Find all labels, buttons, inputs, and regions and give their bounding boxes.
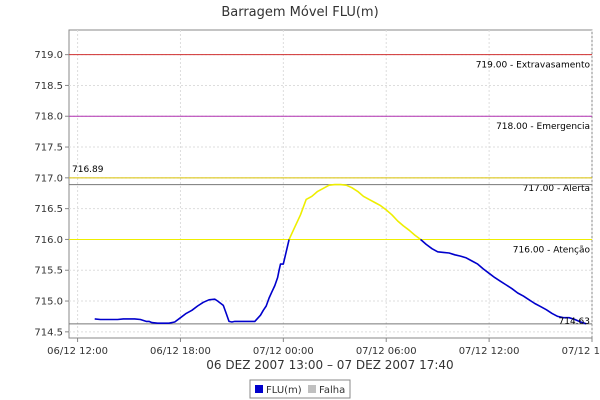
x-axis-label: 06 DEZ 2007 13:00 – 07 DEZ 2007 17:40 [206,358,453,372]
reference-line-label: 718.00 - Emergencia [496,122,590,132]
x-tick-label: 07/12 18:00 [562,346,600,357]
max-value-label: 716.89 [72,165,104,175]
reference-line-label: 717.00 - Alerta [523,184,590,194]
y-tick-label: 717.0 [34,173,63,184]
y-tick-label: 717.5 [34,143,63,154]
x-tick-label: 07/12 12:00 [459,346,520,357]
y-tick-label: 716.0 [34,235,63,246]
legend-label-falha: Falha [319,385,345,396]
y-axis: 714.5 715.0 715.5 716.0 716.5 717.0 717.5 718.0… [34,50,69,338]
y-tick-label: 718.5 [34,81,63,92]
x-tick-label: 07/12 00:00 [253,346,314,357]
reference-line-label: 719.00 - Extravasamento [476,61,591,71]
legend-label-flu: FLU(m) [266,385,302,396]
series-line-0 [94,239,290,325]
series-group [94,183,587,325]
last-value-label: 714.63 [559,317,591,327]
legend-swatch-flu [255,385,263,393]
x-tick-label: 06/12 18:00 [150,346,211,357]
series-line-2 [419,238,587,325]
y-tick-label: 714.5 [34,327,63,338]
x-tick-label: 07/12 06:00 [356,346,417,357]
x-tick-label: 06/12 12:00 [47,346,108,357]
x-axis: 06/12 12:00 06/12 18:00 07/12 00:00 07/12 0… [47,338,600,357]
y-tick-label: 719.0 [34,50,63,61]
legend-swatch-falha [308,385,316,393]
y-tick-label: 715.5 [34,266,63,277]
plot-area [68,29,593,339]
y-tick-label: 715.0 [34,297,63,308]
reference-line-label: 716.00 - Atenção [513,245,591,255]
legend-box [249,379,351,399]
chart-title: Barragem Móvel FLU(m) [221,5,378,20]
y-tick-label: 716.5 [34,204,63,215]
y-tick-label: 718.0 [34,112,63,123]
series-line-1 [288,183,421,241]
